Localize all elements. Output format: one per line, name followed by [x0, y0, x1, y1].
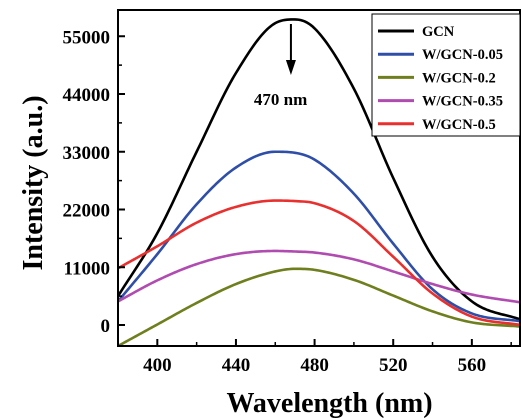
x-tick-label: 480	[300, 355, 329, 376]
y-tick-label: 0	[101, 316, 111, 337]
y-tick-label: 55000	[63, 27, 111, 48]
legend-label: W/GCN-0.5	[422, 117, 496, 133]
peak-annotation: 470 nm	[254, 24, 307, 109]
series-line-w-gcn-0-05	[118, 150, 521, 323]
peak-annotation-label: 470 nm	[254, 90, 307, 109]
series-line-w-gcn-0-5	[118, 199, 521, 327]
x-axis: 400 440 480 520 560	[117, 339, 512, 376]
y-tick-label: 22000	[63, 201, 111, 222]
y-tick-label: 44000	[63, 85, 111, 106]
legend: GCN W/GCN-0.05 W/GCN-0.2 W/GCN-0.35 W/GCN-0.…	[371, 13, 521, 137]
plot-area-frame	[117, 9, 521, 347]
legend-label: W/GCN-0.05	[422, 47, 503, 63]
y-tick-label: 11000	[64, 258, 110, 279]
legend-label: GCN	[422, 24, 455, 40]
peak-arrow-head	[285, 60, 296, 75]
x-tick-label: 400	[143, 355, 172, 376]
series-line-w-gcn-0-35	[118, 249, 521, 304]
y-axis: 0 11000 22000 33000 44000 55000	[63, 27, 125, 337]
x-axis-title: Wavelength (nm)	[226, 388, 432, 418]
legend-label: W/GCN-0.2	[422, 70, 496, 86]
legend-box	[371, 13, 521, 137]
series-curves	[118, 18, 521, 346]
series-line-gcn	[118, 18, 521, 321]
x-tick-label: 560	[458, 355, 487, 376]
x-tick-label: 520	[379, 355, 408, 376]
y-tick-label: 33000	[63, 143, 111, 164]
legend-label: W/GCN-0.35	[422, 94, 503, 110]
x-tick-label: 440	[222, 355, 251, 376]
y-axis-title: Intensity (a.u.)	[18, 95, 49, 270]
series-line-w-gcn-0-2	[118, 267, 521, 346]
